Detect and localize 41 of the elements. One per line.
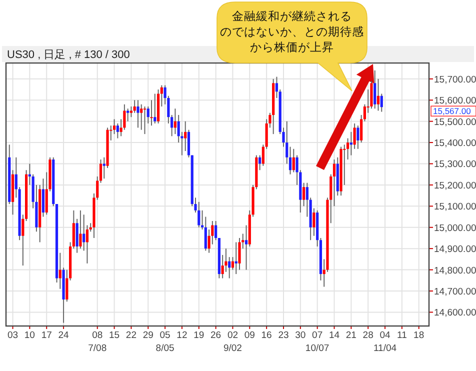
y-tick-label: 15,200.00	[434, 180, 476, 192]
x-tick-label: 09	[244, 330, 255, 341]
title: US30 , 日足 , # 130 / 300	[7, 49, 130, 61]
x-tick-label: 08 7/08	[88, 330, 107, 354]
x-tick-label: 02 9/02	[223, 330, 242, 354]
x-tick-label: 19	[194, 330, 204, 341]
x-tick-label: 22	[126, 330, 136, 341]
y-tick-label: 14,800.00	[434, 265, 476, 276]
x-tick-label: 24	[58, 330, 69, 341]
annotation: 金融緩和が継続される	[232, 11, 352, 23]
annotation: のではないか、との期待感	[220, 26, 364, 38]
x-tick-label: 10	[24, 330, 35, 341]
x-tick-label: 21	[346, 330, 356, 341]
x-tick-label: 04 11/04	[373, 330, 397, 354]
y-tick-label: 15,700.00	[434, 74, 476, 86]
y-tick-label: 14,700.00	[434, 286, 476, 298]
y-tick-label: 15,000.00	[434, 222, 476, 234]
y-tick-label: 15,300.00	[434, 159, 476, 170]
x-tick-label: 15	[109, 330, 120, 341]
x-tick-label: 05 8/05	[156, 330, 174, 354]
x-tick-label: 12	[176, 330, 188, 341]
price-tag: 15,567.00	[430, 106, 476, 117]
y-tick-label: 14,600.00	[434, 308, 476, 319]
y-tick-label: 14,900.00	[434, 244, 476, 256]
x-tick-label: 18	[414, 330, 424, 341]
y-tick-label: 15,400.00	[434, 138, 476, 150]
x-tick-label: 29	[142, 330, 154, 341]
x-tick-label: 17	[41, 330, 52, 341]
y-tick-label: 15,100.00	[434, 202, 476, 213]
y-tick-label: 15,600.00	[434, 96, 476, 107]
y-tick-label: 15,500.00	[434, 116, 476, 128]
x-tick-label: 16	[261, 330, 272, 341]
x-tick-label: 11	[396, 330, 407, 341]
x-tick-label: 23	[278, 330, 289, 341]
x-tick-label: 03	[7, 330, 18, 341]
x-tick-label: 28	[362, 330, 374, 341]
x-tick-label: 14	[328, 330, 340, 341]
annotation: から株価が上昇	[250, 42, 334, 54]
x-tick-label: 30	[295, 330, 306, 341]
x-tick-label: 07 10/07	[305, 330, 330, 354]
x-tick-label: 26	[210, 330, 222, 341]
